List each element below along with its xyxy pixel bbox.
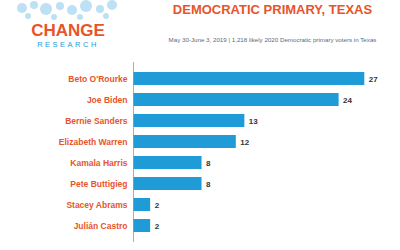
svg-text:RESEARCH: RESEARCH <box>37 40 99 49</box>
svg-text:Beto O'Rourke: Beto O'Rourke <box>68 74 127 84</box>
svg-text:8: 8 <box>206 180 211 189</box>
svg-text:Pete Buttigieg: Pete Buttigieg <box>70 179 127 189</box>
svg-text:Joe Biden: Joe Biden <box>87 95 128 105</box>
svg-text:27: 27 <box>369 75 378 84</box>
svg-text:Bernie Sanders: Bernie Sanders <box>65 116 128 126</box>
svg-text:Elizabeth Warren: Elizabeth Warren <box>59 137 128 147</box>
svg-text:12: 12 <box>240 138 249 147</box>
html-text:DEMOCRATIC PRIMARY, TEXAS: DEMOCRATIC PRIMARY, TEXAS <box>172 2 373 17</box>
svg-text:Kamala Harris: Kamala Harris <box>70 158 127 168</box>
html-text:May 30-June 3, 2019 | 1,218 li: May 30-June 3, 2019 | 1,218 likely 2020 … <box>168 36 377 43</box>
svg-text:8: 8 <box>206 159 211 168</box>
svg-text:Stacey Abrams: Stacey Abrams <box>66 200 127 210</box>
svg-text:Julián Castro: Julián Castro <box>74 221 128 231</box>
svg-text:13: 13 <box>249 117 258 126</box>
svg-text:2: 2 <box>155 222 160 231</box>
svg-text:24: 24 <box>343 96 352 105</box>
svg-text:CHANGE: CHANGE <box>31 21 105 40</box>
svg-text:2: 2 <box>155 201 160 210</box>
